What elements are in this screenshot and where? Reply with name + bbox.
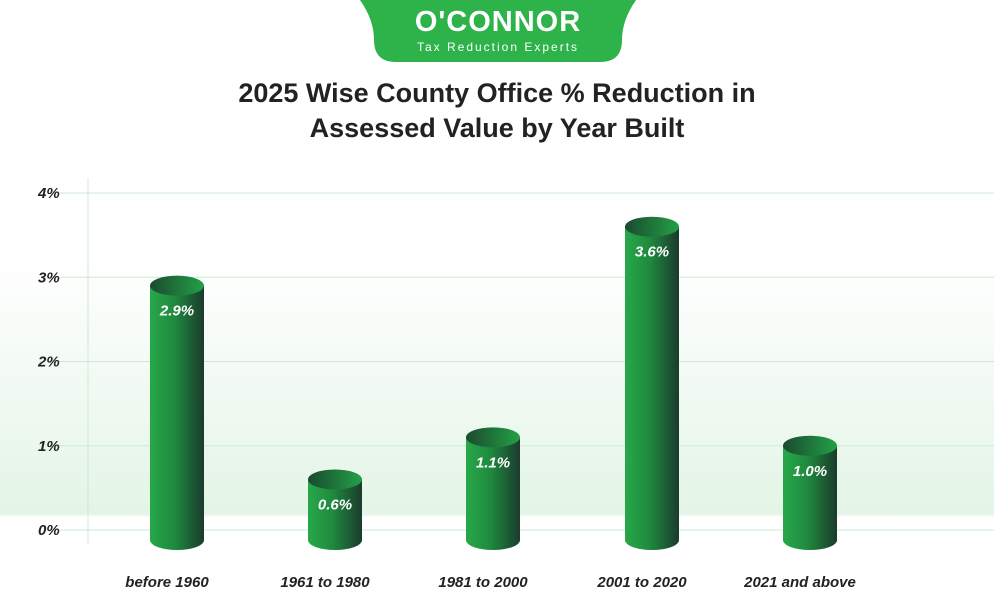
bar-top — [308, 469, 362, 490]
logo: O'CONNOR Tax Reduction Experts — [360, 0, 636, 62]
data-label: 2.9% — [159, 303, 194, 320]
data-label: 1.0% — [793, 463, 827, 480]
x-tick-label: 2001 to 2020 — [596, 574, 687, 591]
bar-top — [783, 435, 837, 456]
x-tick-label: 1981 to 2000 — [438, 574, 528, 591]
bar: 3.6% — [625, 216, 679, 550]
bar-body — [783, 445, 837, 550]
bar: 1.0% — [783, 435, 837, 550]
x-tick-label: before 1960 — [125, 574, 209, 591]
y-tick-label: 1% — [38, 438, 60, 455]
data-label: 0.6% — [318, 496, 352, 513]
chart-title-line-2: Assessed Value by Year Built — [309, 113, 685, 143]
logo-name: O'CONNOR — [414, 6, 582, 38]
y-tick-label: 2% — [37, 354, 60, 371]
chart-title-line-1: 2025 Wise County Office % Reduction in — [238, 78, 756, 108]
bar: 0.6% — [308, 469, 362, 550]
data-label: 1.1% — [476, 454, 510, 471]
data-label: 3.6% — [635, 244, 669, 261]
x-tick-label: 2021 and above — [743, 574, 856, 591]
logo-tagline: Tax Reduction Experts — [416, 40, 580, 54]
bar-body — [308, 479, 362, 550]
logo-badge — [360, 0, 636, 62]
bar-top — [466, 427, 520, 448]
bar: 2.9% — [150, 275, 204, 550]
bar-top — [625, 216, 679, 237]
chart-title: 2025 Wise County Office % Reduction in A… — [0, 76, 994, 146]
bar: 1.1% — [466, 427, 520, 550]
x-tick-label: 1961 to 1980 — [280, 574, 370, 591]
bar-body — [625, 226, 679, 550]
y-tick-label: 4% — [37, 185, 60, 202]
y-tick-label: 0% — [38, 522, 60, 539]
bar-body — [466, 437, 520, 550]
bar-top — [150, 275, 204, 296]
y-tick-label: 3% — [38, 269, 60, 286]
bar-body — [150, 285, 204, 550]
